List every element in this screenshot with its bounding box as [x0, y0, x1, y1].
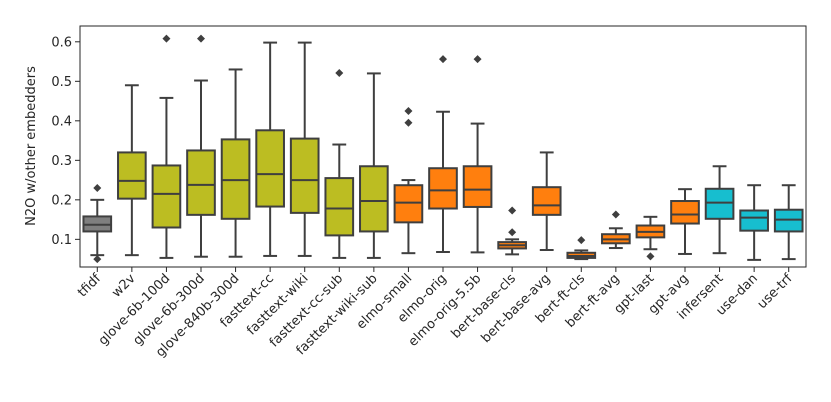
box-group-fasttext-cc [255, 41, 285, 257]
box-group-elmo-orig-5.5b [462, 55, 493, 254]
y-tick-label: 0.5 [51, 75, 72, 90]
box-iqr [289, 137, 320, 214]
x-tick-label: tfidf [75, 271, 104, 300]
box-group-bert-base-cls [497, 206, 527, 256]
box-iqr [704, 187, 735, 220]
outlier-point [93, 183, 102, 192]
box-group-elmo-small [393, 106, 424, 255]
y-tick-label: 0.3 [51, 154, 72, 169]
box-group-fasttext-cc-sub [324, 69, 355, 259]
box-iqr [255, 129, 285, 208]
x-tick-label: w2v [109, 271, 139, 301]
outlier-point [404, 118, 413, 127]
box-iqr [393, 184, 424, 224]
box-group-glove-6b-300d [186, 34, 216, 258]
outlier-point [162, 34, 171, 43]
outlier-point [577, 236, 586, 245]
outlier-point [611, 210, 620, 219]
outlier-point [508, 228, 517, 237]
box-group-fasttext-wiki-sub [359, 72, 389, 259]
box-iqr [324, 177, 355, 237]
box-iqr [186, 149, 216, 216]
box-iqr [359, 165, 389, 233]
box-group-use-trf [773, 184, 804, 261]
box-group-glove-840b-300d [220, 68, 251, 258]
box-group-bert-ft-avg [601, 210, 631, 250]
y-tick-label: 0.2 [51, 193, 72, 208]
box-group-tfidf [82, 183, 113, 264]
box-iqr [531, 186, 562, 216]
outlier-point [197, 34, 205, 43]
box-group-gpt-avg [670, 188, 700, 255]
box-iqr [151, 164, 182, 229]
box-group-glove-6b-100d [151, 34, 182, 259]
box-iqr [462, 165, 493, 208]
x-tick-label: use-trf [755, 271, 796, 312]
box-group-fasttext-wiki [289, 41, 320, 257]
outlier-point [404, 106, 413, 115]
box-group-bert-ft-cls [566, 236, 597, 261]
outlier-point [439, 55, 447, 64]
box-iqr [117, 151, 147, 200]
outlier-point [646, 252, 655, 261]
y-axis-title: N2O w/other embedders [24, 66, 39, 226]
box-iqr [739, 209, 769, 232]
outlier-point [335, 69, 344, 78]
y-tick-label: 0.1 [51, 233, 72, 248]
plot-layer [82, 34, 804, 264]
y-tick-label: 0.6 [51, 35, 72, 50]
box-group-elmo-orig [428, 55, 458, 253]
box-iqr [670, 200, 700, 225]
outlier-point [473, 55, 482, 64]
box-group-bert-base-avg [531, 151, 562, 252]
box-group-use-dan [739, 184, 769, 261]
box-group-infersent [704, 165, 735, 255]
y-tick-label: 0.4 [51, 114, 72, 129]
y-axis: 0.1 0.2 0.3 0.4 0.5 0.6 [51, 35, 80, 248]
box-group-w2v [117, 84, 147, 257]
box-group-gpt-last [635, 215, 666, 261]
outlier-point [93, 255, 102, 264]
x-axis: tfidf w2vglove-6b-100dglove-6b-300dglove-… [75, 267, 796, 360]
outlier-point [508, 206, 517, 215]
box-iqr [428, 167, 458, 210]
